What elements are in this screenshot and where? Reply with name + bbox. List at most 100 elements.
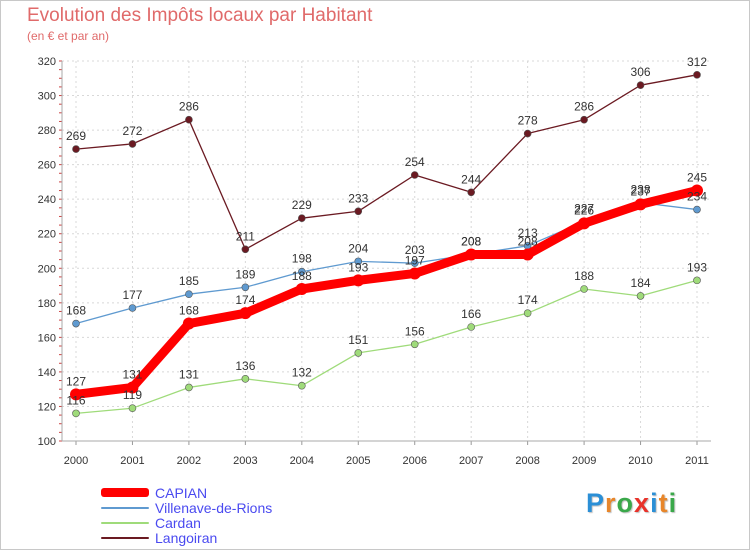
legend-swatch-capian xyxy=(101,488,149,497)
data-point-langoiran xyxy=(241,245,250,254)
data-point-capian xyxy=(70,388,82,401)
series-line-langoiran xyxy=(75,74,698,250)
data-label-cardan: 166 xyxy=(461,307,481,321)
data-label-villenave-de-rions: 208 xyxy=(461,234,481,248)
data-point-cardan xyxy=(693,276,701,285)
data-point-capian xyxy=(352,274,365,287)
data-point-capian xyxy=(521,248,534,261)
data-point-cardan xyxy=(580,285,588,293)
data-point-cardan xyxy=(241,375,250,383)
data-label-capian: 188 xyxy=(292,269,312,283)
legend-label-capian: CAPIAN xyxy=(155,484,208,501)
series-line-capian xyxy=(71,186,702,399)
data-label-villenave-de-rions: 185 xyxy=(179,274,199,288)
data-label-langoiran: 312 xyxy=(687,55,707,69)
legend-label-langoiran: Langoiran xyxy=(155,529,218,546)
data-point-capian xyxy=(578,217,591,230)
data-point-langoiran xyxy=(72,145,80,153)
x-tick-label: 2008 xyxy=(515,455,539,467)
data-point-cardan xyxy=(185,383,193,392)
data-point-villenave-de-rions xyxy=(241,283,250,292)
data-point-cardan xyxy=(72,409,80,418)
y-tick-label: 220 xyxy=(38,229,56,241)
data-label-langoiran: 233 xyxy=(348,191,368,205)
logo-letter: t xyxy=(658,488,669,518)
data-point-cardan xyxy=(410,340,419,349)
data-label-villenave-de-rions: 168 xyxy=(66,304,86,318)
data-label-capian: 168 xyxy=(179,304,199,318)
x-tick-label: 2007 xyxy=(459,455,483,467)
data-point-langoiran xyxy=(298,214,306,222)
data-label-villenave-de-rions: 189 xyxy=(235,267,255,281)
data-label-langoiran: 244 xyxy=(461,172,481,186)
data-point-capian xyxy=(126,381,139,394)
data-point-villenave-de-rions xyxy=(185,290,193,298)
data-label-capian: 237 xyxy=(631,184,651,198)
data-label-cardan: 136 xyxy=(235,359,255,373)
data-label-langoiran: 254 xyxy=(405,155,425,169)
data-label-capian: 193 xyxy=(348,260,368,274)
data-point-capian xyxy=(465,248,478,261)
series-line-cardan xyxy=(75,279,698,415)
data-point-cardan xyxy=(467,323,475,331)
data-point-villenave-de-rions xyxy=(128,304,137,312)
data-label-cardan: 156 xyxy=(405,324,425,338)
data-label-capian: 226 xyxy=(574,203,594,217)
data-point-villenave-de-rions xyxy=(354,257,363,266)
data-label-langoiran: 286 xyxy=(179,100,199,114)
legend-label-villenave: Villenave-de-Rions xyxy=(155,499,273,516)
data-point-capian xyxy=(239,307,252,320)
logo-letter: o xyxy=(616,488,635,518)
data-label-villenave-de-rions: 203 xyxy=(405,243,425,257)
data-label-villenave-de-rions: 204 xyxy=(348,241,368,255)
y-tick-label: 240 xyxy=(38,194,56,206)
data-point-langoiran xyxy=(410,171,419,179)
y-tick-label: 320 xyxy=(38,56,56,68)
data-point-cardan xyxy=(298,381,306,390)
logo-letter: r xyxy=(605,488,617,518)
y-tick-label: 260 xyxy=(38,160,56,172)
data-point-villenave-de-rions xyxy=(410,259,419,267)
data-point-langoiran xyxy=(185,115,193,124)
data-point-langoiran xyxy=(128,140,137,148)
data-point-villenave-de-rions xyxy=(298,267,306,276)
legend-swatch-cardan xyxy=(101,521,149,524)
y-tick-label: 300 xyxy=(38,91,56,103)
proxiti-logo: Proxiti xyxy=(586,488,677,519)
x-tick-label: 2000 xyxy=(64,455,88,467)
y-tick-label: 100 xyxy=(38,436,56,448)
data-point-capian xyxy=(634,198,647,211)
logo-letter: x xyxy=(634,488,651,518)
data-label-langoiran: 269 xyxy=(66,129,86,143)
data-label-villenave-de-rions: 198 xyxy=(292,252,312,266)
data-point-villenave-de-rions xyxy=(72,319,80,328)
data-label-capian: 197 xyxy=(405,253,425,267)
data-point-capian xyxy=(295,283,308,295)
data-label-langoiran: 278 xyxy=(518,114,538,128)
data-label-langoiran: 229 xyxy=(292,198,312,212)
data-point-capian xyxy=(408,267,421,280)
data-point-langoiran xyxy=(693,71,701,79)
data-label-langoiran: 306 xyxy=(631,65,651,79)
data-point-cardan xyxy=(354,349,363,357)
data-label-cardan: 151 xyxy=(348,333,368,347)
legend-item-capian: CAPIAN xyxy=(101,484,272,501)
data-point-cardan xyxy=(523,309,532,317)
data-label-villenave-de-rions: 213 xyxy=(518,226,538,240)
data-label-cardan: 193 xyxy=(687,260,707,274)
data-point-langoiran xyxy=(580,115,588,124)
data-label-villenave-de-rions: 227 xyxy=(574,202,594,216)
data-label-capian: 127 xyxy=(66,374,86,388)
data-point-langoiran xyxy=(636,81,645,89)
data-label-villenave-de-rions: 177 xyxy=(122,288,142,302)
chart-subtitle: (en € et par an) xyxy=(27,29,110,43)
data-label-cardan: 132 xyxy=(292,366,312,380)
data-label-villenave-de-rions: 234 xyxy=(687,190,707,204)
x-tick-label: 2010 xyxy=(628,455,652,467)
data-label-capian: 131 xyxy=(122,367,142,381)
data-label-villenave-de-rions: 238 xyxy=(631,183,651,197)
y-tick-label: 140 xyxy=(38,367,56,379)
data-label-capian: 208 xyxy=(518,234,538,248)
